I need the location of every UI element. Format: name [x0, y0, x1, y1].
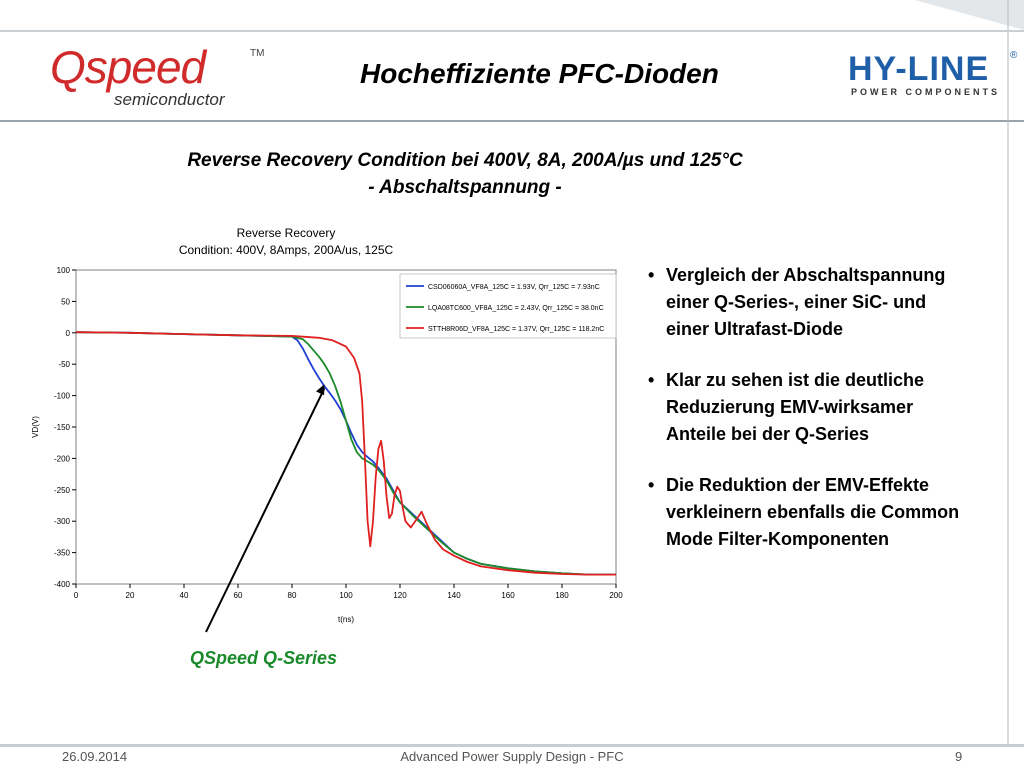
y-axis-label: VD(V) [31, 416, 40, 438]
slide-subtitle-line2: - Abschaltspannung - [368, 177, 562, 198]
x-tick-label: 20 [126, 591, 135, 600]
qspeed-logo-tm: TM [250, 48, 265, 59]
qspeed-logo: Qspeed TM semiconductor [44, 40, 274, 112]
legend-entry-3: STTH8R06D_VF8A_125C = 1.37V, Qrr_125C = … [428, 326, 604, 333]
y-tick-label: -400 [54, 580, 71, 589]
bullet-list: Vergleich der Abschaltspannung einer Q-S… [646, 262, 966, 577]
qspeed-logo-main: Qspeed [50, 41, 206, 93]
x-tick-label: 120 [393, 591, 407, 600]
bullet-item-1: Vergleich der Abschaltspannung einer Q-S… [646, 262, 966, 343]
x-tick-label: 200 [609, 591, 623, 600]
y-tick-label: -50 [58, 360, 70, 369]
x-tick-label: 80 [288, 591, 297, 600]
y-tick-label: -350 [54, 549, 71, 558]
right-edge-decoration [1007, 120, 1009, 744]
annotation-arrow-shaft [205, 387, 326, 633]
x-tick-label: 60 [234, 591, 243, 600]
slide-subtitle-line1: Reverse Recovery Condition bei 400V, 8A,… [187, 150, 743, 171]
legend-box [399, 273, 617, 339]
annotation-label: QSpeed Q-Series [190, 648, 338, 668]
footer-center: Advanced Power Supply Design - PFC [400, 749, 624, 764]
x-tick-label: 180 [555, 591, 569, 600]
header-band [0, 0, 1024, 122]
y-tick-label: 100 [57, 266, 71, 275]
x-axis-label: t(ns) [338, 615, 354, 624]
x-tick-label: 160 [501, 591, 515, 600]
x-tick-label: 100 [339, 591, 353, 600]
hyline-logo-reg: ® [1010, 50, 1018, 61]
series-line-3 [75, 331, 616, 576]
y-tick-label: -300 [54, 517, 71, 526]
y-tick-label: -250 [54, 486, 71, 495]
legend-entry-2: LQA08TC600_VF8A_125C = 2.43V, Qrr_125C =… [428, 305, 604, 312]
page-title: Hocheffiziente PFC-Dioden [360, 58, 719, 89]
hyline-logo-main: HY-LINE [848, 50, 990, 88]
y-tick-label: -100 [54, 392, 71, 401]
hyline-logo-sub: POWER COMPONENTS [851, 87, 1001, 97]
y-tick-label: -200 [54, 454, 71, 463]
hyline-logo: HY-LINE ® POWER COMPONENTS [848, 50, 1018, 100]
chart-subtitle: Condition: 400V, 8Amps, 200A/us, 125C [179, 243, 394, 257]
qspeed-logo-sub: semiconductor [114, 90, 225, 109]
bullet-item-2: Klar zu sehen ist die deutliche Reduzier… [646, 367, 966, 448]
x-tick-label: 0 [74, 591, 79, 600]
x-tick-label: 40 [180, 591, 189, 600]
footer-page-number: 9 [955, 749, 963, 764]
reverse-recovery-chart: Reverse Recovery Condition: 400V, 8Amps, … [31, 226, 623, 633]
y-tick-label: 0 [66, 329, 71, 338]
chart-title: Reverse Recovery [237, 226, 336, 240]
header-decoration [0, 0, 1024, 120]
x-tick-label: 140 [447, 591, 461, 600]
bullet-item-3: Die Reduktion der EMV-Effekte verkleiner… [646, 472, 966, 553]
footer-divider [0, 744, 1024, 747]
footer-date: 26.09.2014 [62, 749, 128, 764]
annotation-arrow-head [316, 384, 325, 396]
y-tick-label: 50 [61, 297, 70, 306]
legend-entry-1: CSD06060A_VF8A_125C = 1.93V, Qrr_125C = … [428, 284, 600, 291]
y-tick-label: -150 [54, 423, 71, 432]
